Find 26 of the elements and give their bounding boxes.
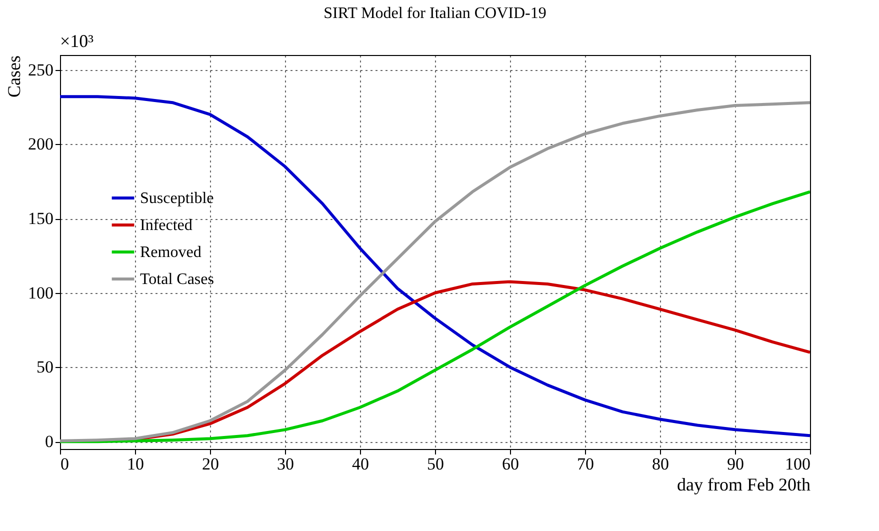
y-tick-label: 100 [28,283,54,302]
x-tick-label: 20 [202,454,219,474]
x-tick-label: 10 [127,454,144,474]
y-tick-label: 150 [28,209,54,228]
x-tick-label: 100 [785,454,810,474]
x-axis-title: day from Feb 20th [677,474,810,494]
x-tick-label: 0 [60,454,69,474]
y-tick-label: 50 [36,358,54,377]
line-series [60,190,810,444]
y-tick-label: 250 [28,60,54,80]
x-tick-label: 60 [502,454,519,474]
x-tick-label: 70 [577,454,594,474]
x-tick-label: 30 [277,454,294,474]
x-tick-label: 80 [652,454,669,474]
y-axis-title: Cases [4,56,24,98]
x-tick-label: 40 [352,454,369,474]
legend-label: Removed [140,244,202,261]
legend-label: Total Cases [140,271,214,288]
y-tick-label: 0 [45,432,54,452]
legend-label: Infected [140,217,192,234]
y-tick-label: 200 [28,134,54,154]
x-tick-label: 90 [727,454,744,474]
chart-title: SIRT Model for Italian COVID-19 [324,5,546,22]
x-tick-label: 50 [427,454,444,474]
text: ×10³ [60,31,94,51]
legend-label: Susceptible [140,190,214,207]
